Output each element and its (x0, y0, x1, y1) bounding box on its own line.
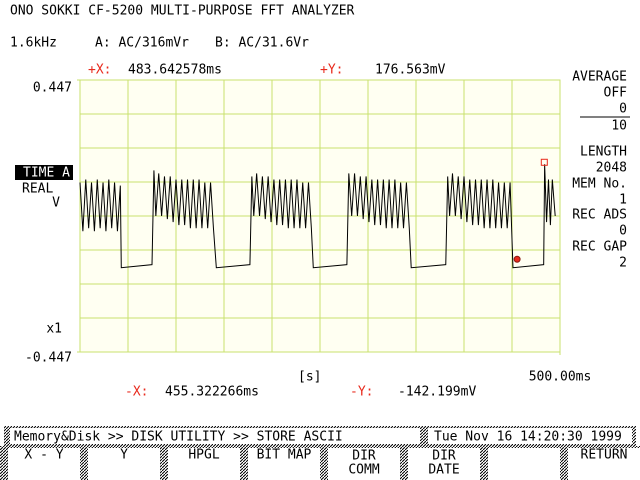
key-label: X - Y (24, 448, 63, 463)
key-face (328, 448, 400, 480)
setting: 1.6kHz (10, 36, 57, 51)
cursor-marker (540, 158, 548, 166)
scale: x1 (46, 322, 62, 337)
key-label: HPGL (188, 448, 219, 463)
side-panel-item: AVERAGE (572, 70, 627, 85)
status-path: Memory&Disk >> DISK UTILITY >> STORE ASC… (14, 430, 343, 445)
cursor-x-name: +X: (88, 63, 111, 78)
cursor-marker (513, 255, 521, 263)
key-face (408, 448, 480, 480)
mode: REAL (22, 182, 53, 197)
title: ONO SOKKI CF-5200 MULTI-PURPOSE FFT ANAL… (10, 4, 355, 19)
side-panel-item: LENGTH (580, 145, 627, 160)
grid (80, 80, 560, 352)
setting: B: AC/31.6Vr (215, 36, 309, 51)
side-panel-item: 2048 (596, 161, 627, 176)
y-label: V (52, 196, 60, 211)
function-key[interactable]: BIT MAP (248, 448, 320, 480)
key-face (568, 448, 640, 480)
side-panel-item: 0 (619, 102, 627, 117)
key-label: BIT MAP (257, 448, 312, 463)
side-panel-item: REC GAP (572, 240, 627, 255)
function-key[interactable]: Y (88, 448, 160, 480)
side-panel-item: 0 (619, 224, 627, 239)
side-panel-item: REC ADS (572, 208, 627, 223)
side-panel-item: 2 (619, 256, 627, 271)
side-panel-item: MEM No. (572, 177, 627, 192)
side-panel-item: OFF (604, 86, 628, 101)
key-label: DATE (428, 463, 459, 478)
key-label: Y (120, 448, 128, 463)
side-panel-item: 1 (619, 193, 627, 208)
y-tick-label: 0.447 (33, 81, 72, 96)
key-label: DIR (352, 449, 376, 464)
cursor-y-name: +Y: (320, 63, 343, 78)
key-label: RETURN (581, 448, 628, 463)
channel-badge (15, 165, 73, 180)
key-label: DIR (432, 449, 456, 464)
x-tick-label: 500.00ms (529, 370, 592, 385)
key-face (488, 448, 560, 480)
key-face (88, 448, 160, 480)
setting: A: AC/316mVr (95, 36, 189, 51)
cursor-x-value: 483.642578ms (128, 63, 222, 78)
key-label: COMM (348, 463, 379, 478)
function-key[interactable] (488, 448, 560, 480)
x-label: [s] (298, 370, 321, 385)
function-key[interactable]: RETURN (568, 448, 640, 480)
function-key[interactable]: X - Y (8, 448, 80, 480)
key-face (168, 448, 240, 480)
key-face (8, 448, 80, 480)
cursor-y-value: 176.563mV (375, 63, 446, 78)
status-path-box (10, 428, 420, 444)
cursor-x-value: 455.322266ms (165, 385, 259, 400)
trace (79, 164, 556, 269)
key-face (248, 448, 320, 480)
function-key[interactable]: HPGL (168, 448, 240, 480)
cursor-y-name: -Y: (350, 385, 373, 400)
side-panel-item: 10 (611, 119, 627, 134)
channel: TIME A (23, 166, 70, 181)
cursor-x-name: -X: (125, 385, 148, 400)
status-datetime: Tue Nov 16 14:20:30 1999 (434, 430, 622, 445)
y-tick-label: -0.447 (25, 351, 72, 366)
cursor-y-value: -142.199mV (398, 385, 476, 400)
status-date-box (428, 428, 632, 444)
